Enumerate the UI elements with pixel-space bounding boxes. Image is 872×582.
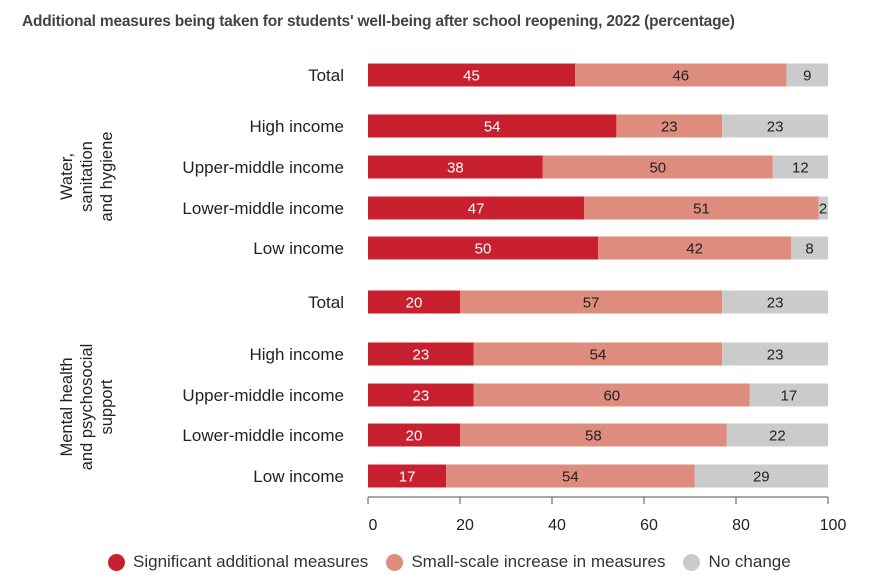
group-label-2-line-2: and psychosocial	[78, 344, 96, 471]
legend-label-small-scale: Small-scale increase in measures	[411, 552, 666, 571]
x-tick-label-100: 100	[820, 517, 847, 534]
x-tick-label-0: 0	[369, 517, 378, 534]
data-label-g2-total-small-scale: 57	[583, 295, 600, 312]
row-label-g2-upper-middle-income: Upper-middle income	[182, 386, 344, 405]
group-label-2-line-3: support	[98, 379, 116, 434]
bar-g1-upper-middle-income-significant	[368, 155, 543, 179]
data-label-g1-lower-middle-income-no-change: 2	[819, 201, 827, 218]
data-label-g2-high-income-small-scale: 54	[590, 347, 607, 364]
data-label-g2-lower-middle-income-small-scale: 58	[585, 428, 602, 445]
data-label-g1-high-income-no-change: 23	[767, 119, 784, 136]
legend-swatch-small-scale	[386, 553, 404, 571]
row-label-g1-total: Total	[308, 66, 344, 85]
bar-g1-low-income-significant	[368, 236, 598, 260]
group-label-1-line-1: Water,	[58, 153, 76, 200]
data-label-g1-upper-middle-income-no-change: 12	[792, 160, 809, 177]
row-label-g1-upper-middle-income: Upper-middle income	[182, 158, 344, 177]
row-label-g1-high-income: High income	[250, 117, 345, 136]
bar-g1-total-significant	[368, 63, 575, 87]
stacked-bar-chart: Water, sanitation and hygiene Total 45 46 9 Hig…	[58, 63, 847, 534]
legend-swatch-no-change	[683, 553, 701, 571]
row-label-g1-low-income: Low income	[253, 239, 344, 258]
bar-g2-total-no-change	[722, 290, 828, 314]
bar-g1-total-no-change	[786, 63, 828, 87]
bar-g1-high-income-small-scale	[616, 114, 723, 138]
bar-g2-high-income-no-change	[722, 342, 828, 366]
bar-g2-total-small-scale	[460, 290, 723, 314]
legend-swatch-significant	[108, 553, 125, 571]
data-label-g2-upper-middle-income-no-change: 17	[781, 388, 798, 405]
group-label-1: Water, sanitation and hygiene	[58, 132, 116, 222]
row-label-g2-low-income: Low income	[253, 467, 344, 486]
data-label-g1-lower-middle-income-significant: 47	[468, 201, 485, 218]
chart-title: Additional measures being taken for stud…	[22, 13, 735, 30]
bar-g1-lower-middle-income-significant	[368, 196, 585, 220]
data-label-g2-total-significant: 20	[406, 295, 423, 312]
data-label-g1-low-income-small-scale: 42	[686, 241, 703, 258]
data-label-g1-total-small-scale: 46	[672, 68, 689, 85]
group-label-2: Mental health and psychosocial support	[58, 344, 116, 471]
data-label-g2-low-income-significant: 17	[399, 469, 416, 486]
bar-g1-upper-middle-income-no-change	[772, 155, 828, 179]
legend-item-significant: Significant additional measures	[108, 552, 368, 572]
x-tick-label-40: 40	[548, 517, 566, 534]
data-label-g2-low-income-small-scale: 54	[562, 469, 579, 486]
data-label-g1-upper-middle-income-small-scale: 50	[649, 160, 666, 177]
data-label-g2-high-income-no-change: 23	[767, 347, 784, 364]
data-label-g1-high-income-significant: 54	[484, 119, 501, 136]
legend-item-no-change: No change	[683, 552, 791, 572]
data-label-g1-low-income-no-change: 8	[805, 241, 813, 258]
bar-g2-upper-middle-income-small-scale	[473, 383, 750, 407]
bar-g1-upper-middle-income-small-scale	[542, 155, 773, 179]
data-label-g2-lower-middle-income-significant: 20	[406, 428, 423, 445]
data-label-g1-upper-middle-income-significant: 38	[447, 160, 464, 177]
bar-g2-high-income-small-scale	[473, 342, 723, 366]
bar-g2-high-income-significant	[368, 342, 474, 366]
bar-g2-low-income-no-change	[694, 464, 828, 488]
bar-g2-upper-middle-income-significant	[368, 383, 474, 407]
legend-label-no-change: No change	[708, 552, 791, 571]
legend: Significant additional measures Small-sc…	[108, 552, 809, 572]
bar-g2-total-significant	[368, 290, 460, 314]
legend-item-small-scale: Small-scale increase in measures	[386, 552, 665, 572]
x-tick-label-80: 80	[732, 517, 750, 534]
row-label-g2-total: Total	[308, 293, 344, 312]
row-label-g2-lower-middle-income: Lower-middle income	[182, 426, 344, 445]
group-label-2-line-1: Mental health	[58, 357, 76, 456]
bar-g1-high-income-significant	[368, 114, 617, 138]
bar-g2-lower-middle-income-small-scale	[460, 423, 727, 447]
bar-g2-lower-middle-income-significant	[368, 423, 460, 447]
bar-g1-low-income-small-scale	[598, 236, 792, 260]
bar-g1-lower-middle-income-small-scale	[584, 196, 819, 220]
data-label-g2-low-income-no-change: 29	[753, 469, 770, 486]
legend-label-significant: Significant additional measures	[133, 552, 369, 571]
data-label-g1-low-income-significant: 50	[475, 241, 492, 258]
group-label-1-line-3: and hygiene	[98, 132, 116, 222]
data-label-g2-upper-middle-income-significant: 23	[413, 388, 430, 405]
row-label-g2-high-income: High income	[250, 345, 345, 364]
x-tick-label-20: 20	[456, 517, 474, 534]
data-label-g1-total-no-change: 9	[803, 68, 811, 85]
data-label-g1-lower-middle-income-small-scale: 51	[693, 201, 710, 218]
bar-g2-lower-middle-income-no-change	[726, 423, 828, 447]
row-label-g1-lower-middle-income: Lower-middle income	[182, 199, 344, 218]
data-label-g2-high-income-significant: 23	[413, 347, 430, 364]
bar-g2-low-income-small-scale	[446, 464, 695, 488]
bar-g2-low-income-significant	[368, 464, 447, 488]
x-tick-label-60: 60	[640, 517, 658, 534]
data-label-g2-upper-middle-income-small-scale: 60	[603, 388, 620, 405]
group-label-1-line-2: sanitation	[78, 141, 96, 212]
bar-g2-upper-middle-income-no-change	[749, 383, 828, 407]
data-label-g1-total-significant: 45	[463, 68, 480, 85]
data-label-g2-lower-middle-income-no-change: 22	[769, 428, 786, 445]
data-label-g2-total-no-change: 23	[767, 295, 784, 312]
bar-g1-high-income-no-change	[722, 114, 828, 138]
bar-g1-low-income-no-change	[791, 236, 828, 260]
data-label-g1-high-income-small-scale: 23	[661, 119, 678, 136]
bar-g1-lower-middle-income-no-change	[818, 196, 828, 220]
bar-g1-total-small-scale	[575, 63, 787, 87]
